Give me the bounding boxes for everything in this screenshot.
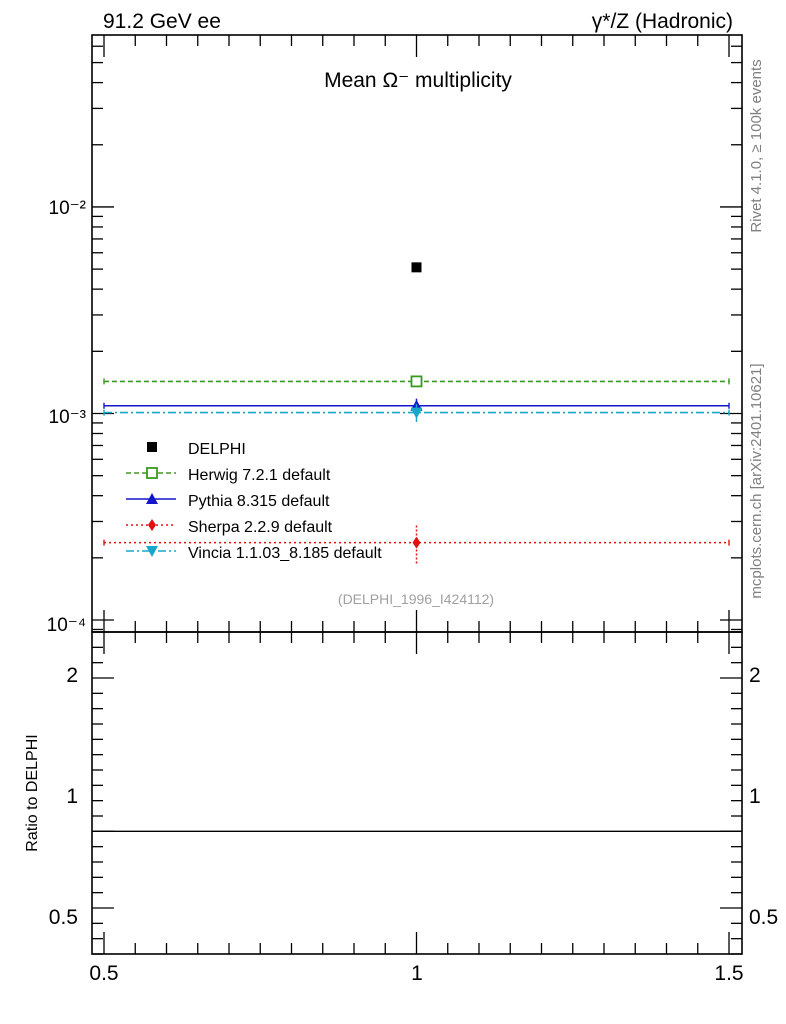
legend-marker-2	[146, 493, 158, 504]
legend-label-pythia: Pythia 8.315 default	[188, 493, 330, 510]
legend-label-vincia: Vincia 1.1.03_8.185 default	[188, 545, 382, 562]
y-tick-label-1e-3: 10⁻³	[49, 407, 87, 428]
ratio-panel-frame	[91, 631, 743, 955]
x-tick-label-1.5: 1.5	[714, 962, 743, 985]
series-markers	[410, 262, 423, 564]
chart-title: Mean Ω⁻ multiplicity	[324, 69, 512, 92]
header-right-label: γ*/Z (Hadronic)	[592, 10, 733, 33]
data-point-0	[411, 262, 422, 273]
legend-marker-1	[146, 467, 158, 479]
ratio-tick-label-0.5-right: 0.5	[749, 906, 778, 929]
rivet-version-label: Rivet 4.1.0, ≥ 100k events	[748, 59, 765, 232]
ratio-tick-label-1-right: 1	[749, 785, 761, 808]
data-point-1	[410, 375, 423, 388]
ratio-tick-label-1-left: 1	[66, 785, 78, 808]
ratio-tick-label-0.5-left: 0.5	[49, 906, 78, 929]
axis-ticks	[92, 35, 742, 955]
ratio-tick-label-2-left: 2	[66, 664, 78, 687]
ratio-tick-label-2-right: 2	[749, 664, 761, 687]
legend-marker-4	[146, 546, 158, 557]
legend-marker-3	[148, 519, 156, 531]
legend-label-herwig: Herwig 7.2.1 default	[188, 467, 331, 484]
y-tick-label-1e-4: 10⁻⁴	[47, 615, 86, 636]
legend-marker-0	[147, 442, 157, 452]
data-point-4	[410, 407, 423, 419]
legend-label-delphi: DELPHI	[188, 441, 246, 458]
x-tick-label-1: 1	[411, 962, 423, 985]
x-tick-label-0.5: 0.5	[89, 962, 118, 985]
legend	[126, 442, 176, 557]
mcplots-label: mcplots.cern.ch [arXiv:2401.10621]	[748, 363, 765, 598]
data-point-3	[412, 536, 421, 549]
header-left-label: 91.2 GeV ee	[103, 10, 221, 33]
legend-label-sherpa: Sherpa 2.2.9 default	[188, 519, 333, 536]
analysis-watermark: (DELPHI_1996_I424112)	[338, 591, 494, 607]
y-tick-label-1e-2: 10⁻²	[49, 198, 87, 219]
ratio-axis-label: Ratio to DELPHI	[24, 734, 41, 851]
